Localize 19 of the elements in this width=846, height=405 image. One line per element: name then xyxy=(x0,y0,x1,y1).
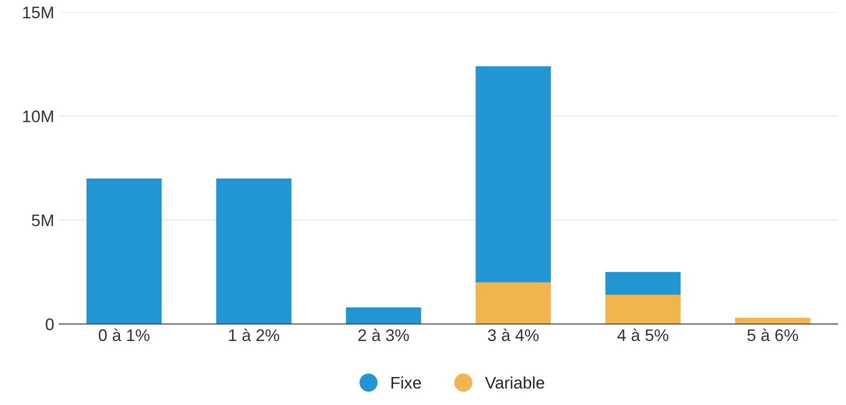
bar xyxy=(216,178,292,324)
legend-label: Variable xyxy=(485,376,544,389)
legend-label: Fixe xyxy=(392,376,421,389)
x-tick-label: 4 à 5% xyxy=(617,328,668,342)
bar xyxy=(346,307,422,324)
x-tick-label: 0 à 1% xyxy=(98,328,150,342)
x-tick-label: 2 à 3% xyxy=(358,328,409,342)
bar xyxy=(605,272,681,295)
bar xyxy=(476,66,551,282)
x-tick-label: 3 à 4% xyxy=(488,328,539,342)
x-tick-label: 5 à 6% xyxy=(747,328,798,342)
bar xyxy=(476,282,551,324)
y-tick-label: 10M xyxy=(23,110,53,122)
bar xyxy=(605,294,681,324)
y-tick-label: 5M xyxy=(32,214,53,226)
bar xyxy=(86,178,162,324)
y-tick-label: 0 xyxy=(46,318,54,330)
x-tick-label: 1 à 2% xyxy=(229,328,280,342)
y-tick-label: 15M xyxy=(23,6,53,18)
